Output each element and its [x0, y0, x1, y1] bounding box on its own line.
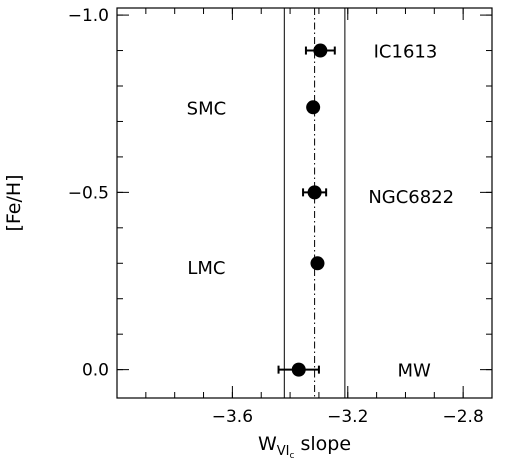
x-label-main: W — [258, 433, 277, 455]
axes-ticks — [116, 8, 493, 398]
x-label-suffix: slope — [294, 433, 351, 455]
galaxy-label-lmc: LMC — [187, 258, 225, 279]
y-tick-label: −0.5 — [68, 183, 109, 203]
y-tick-label: 0.0 — [82, 361, 109, 381]
y-axis-label: [Fe/H] — [3, 174, 25, 231]
data-point-ngc6822 — [307, 185, 322, 200]
x-tick-label: −2.8 — [443, 407, 484, 427]
tick-labels: −3.6 −3.2 −2.8 −1.0 −0.5 0.0 — [68, 6, 484, 427]
x-tick-label: −3.6 — [212, 407, 253, 427]
galaxy-labels: IC1613 SMC NGC6822 LMC MW — [187, 42, 454, 382]
plot-frame — [116, 7, 493, 399]
galaxy-label-mw: MW — [397, 361, 431, 382]
band-lines — [283, 8, 346, 398]
galaxy-label-ngc6822: NGC6822 — [368, 187, 454, 208]
x-label-subsub: c — [289, 451, 294, 461]
y-tick-label: −1.0 — [68, 6, 109, 26]
x-tick-label: −3.2 — [327, 407, 368, 427]
x-label-sub: VI — [277, 444, 290, 459]
data-point-ic1613 — [313, 43, 328, 58]
galaxy-label-ic1613: IC1613 — [374, 42, 438, 63]
galaxy-label-smc: SMC — [187, 98, 227, 119]
data-point-lmc — [310, 256, 325, 271]
data-point-smc — [306, 100, 321, 115]
x-axis-label: WVIc slope — [258, 433, 351, 461]
data-points — [277, 43, 336, 377]
data-point-mw — [291, 362, 306, 377]
